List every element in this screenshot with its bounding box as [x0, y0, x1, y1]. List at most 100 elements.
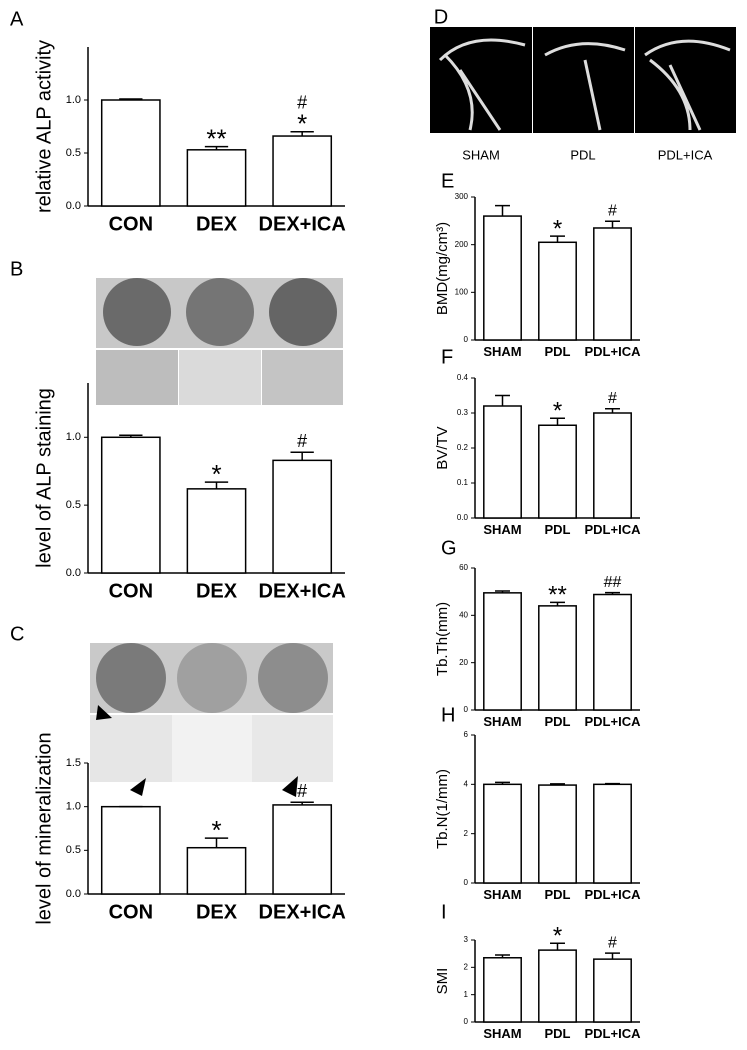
- y-axis-label: level of ALP staining: [33, 388, 55, 568]
- y-tick-label: 0.2: [457, 443, 469, 452]
- significance-mark: #: [608, 934, 617, 951]
- x-tick-label: PDL: [545, 344, 571, 359]
- y-tick-label: 100: [455, 287, 469, 296]
- bar: [593, 958, 632, 1023]
- bar: [483, 215, 522, 341]
- x-tick-label: PDL+ICA: [585, 1026, 642, 1041]
- error-bar: [204, 145, 229, 150]
- bar: [593, 227, 632, 341]
- panel-label: G: [441, 537, 457, 559]
- x-tick-label: DEX: [196, 213, 238, 235]
- significance-mark: #: [297, 781, 307, 801]
- bar: [186, 488, 247, 574]
- y-tick-label: 1: [464, 990, 469, 999]
- x-tick-label: PDL+ICA: [585, 887, 642, 902]
- bar: [483, 957, 522, 1023]
- error-bar: [605, 952, 620, 960]
- x-tick-label: PDL: [545, 887, 571, 902]
- error-bar: [495, 781, 510, 785]
- x-tick-label: DEX: [196, 901, 238, 923]
- x-tick-label: SHAM: [483, 344, 521, 359]
- panel-label: H: [441, 704, 455, 726]
- y-tick-label: 0: [464, 1017, 469, 1026]
- x-tick-label: SHAM: [483, 714, 521, 729]
- significance-mark: **: [548, 582, 567, 609]
- significance-mark: **: [206, 124, 226, 154]
- error-bar: [495, 394, 510, 406]
- significance-mark: *: [553, 923, 562, 950]
- y-tick-label: 60: [459, 563, 468, 572]
- error-bar: [290, 451, 314, 461]
- x-tick-label: SHAM: [483, 522, 521, 537]
- error-bar: [605, 220, 620, 228]
- x-tick-label: PDL+ICA: [585, 522, 642, 537]
- panel-label: I: [441, 901, 447, 923]
- y-tick-label: 40: [459, 610, 468, 619]
- y-axis-label: BV/TV: [434, 426, 451, 469]
- error-bar: [204, 481, 229, 489]
- y-tick-label: 0.5: [66, 844, 81, 856]
- panel-label: F: [441, 346, 453, 368]
- y-tick-label: 3: [464, 935, 469, 944]
- y-tick-label: 0.0: [66, 200, 81, 212]
- error-bar: [550, 601, 565, 606]
- image-caption: PDL: [570, 147, 595, 162]
- y-tick-label: 0.0: [66, 888, 81, 900]
- x-tick-label: CON: [109, 901, 153, 923]
- y-axis-label: SMI: [434, 968, 451, 995]
- y-tick-label: 1.0: [66, 94, 81, 106]
- y-axis-label: relative ALP activity: [33, 40, 55, 213]
- bar: [100, 805, 161, 895]
- y-axis-label: Tb.Th(mm): [434, 602, 451, 676]
- x-tick-label: SHAM: [483, 1026, 521, 1041]
- bar: [593, 783, 632, 884]
- error-bar: [550, 942, 565, 951]
- y-tick-label: 0: [464, 878, 469, 887]
- x-tick-label: DEX+ICA: [259, 580, 346, 602]
- x-tick-label: PDL: [545, 714, 571, 729]
- significance-mark: #: [608, 203, 617, 220]
- bar: [593, 412, 632, 519]
- x-tick-label: SHAM: [483, 887, 521, 902]
- y-tick-label: 20: [459, 658, 468, 667]
- y-tick-label: 1.0: [66, 431, 81, 443]
- y-tick-label: 1.5: [66, 757, 81, 769]
- bar: [186, 149, 247, 207]
- bar: [100, 99, 161, 207]
- bar: [100, 436, 161, 574]
- error-bar: [290, 131, 314, 137]
- error-bar: [119, 98, 143, 100]
- error-bar: [119, 434, 143, 438]
- image-caption: PDL+ICA: [658, 147, 713, 162]
- y-tick-label: 2: [464, 829, 469, 838]
- bar: [538, 424, 577, 519]
- y-tick-label: 2: [464, 962, 469, 971]
- x-tick-label: CON: [109, 580, 153, 602]
- error-bar: [605, 591, 620, 595]
- y-tick-label: 0: [464, 335, 469, 344]
- x-tick-label: CON: [109, 213, 153, 235]
- significance-mark: #: [297, 93, 307, 113]
- error-bar: [495, 590, 510, 593]
- bar: [593, 593, 632, 711]
- error-bar: [550, 417, 565, 426]
- x-tick-label: DEX: [196, 580, 238, 602]
- significance-mark: *: [211, 459, 221, 489]
- x-tick-label: PDL+ICA: [585, 714, 642, 729]
- significance-mark: #: [608, 390, 617, 407]
- error-bar: [605, 782, 620, 785]
- bar: [272, 135, 333, 207]
- bar: [538, 605, 577, 711]
- y-tick-label: 4: [464, 779, 469, 788]
- error-bar: [605, 408, 620, 413]
- y-tick-label: 1.0: [66, 801, 81, 813]
- bar: [272, 804, 333, 895]
- x-tick-label: DEX+ICA: [259, 213, 346, 235]
- significance-mark: #: [297, 431, 307, 451]
- panel-label: C: [10, 623, 24, 645]
- error-bar: [495, 954, 510, 958]
- y-tick-label: 6: [464, 730, 469, 739]
- y-tick-label: 0.5: [66, 147, 81, 159]
- x-tick-label: PDL: [545, 1026, 571, 1041]
